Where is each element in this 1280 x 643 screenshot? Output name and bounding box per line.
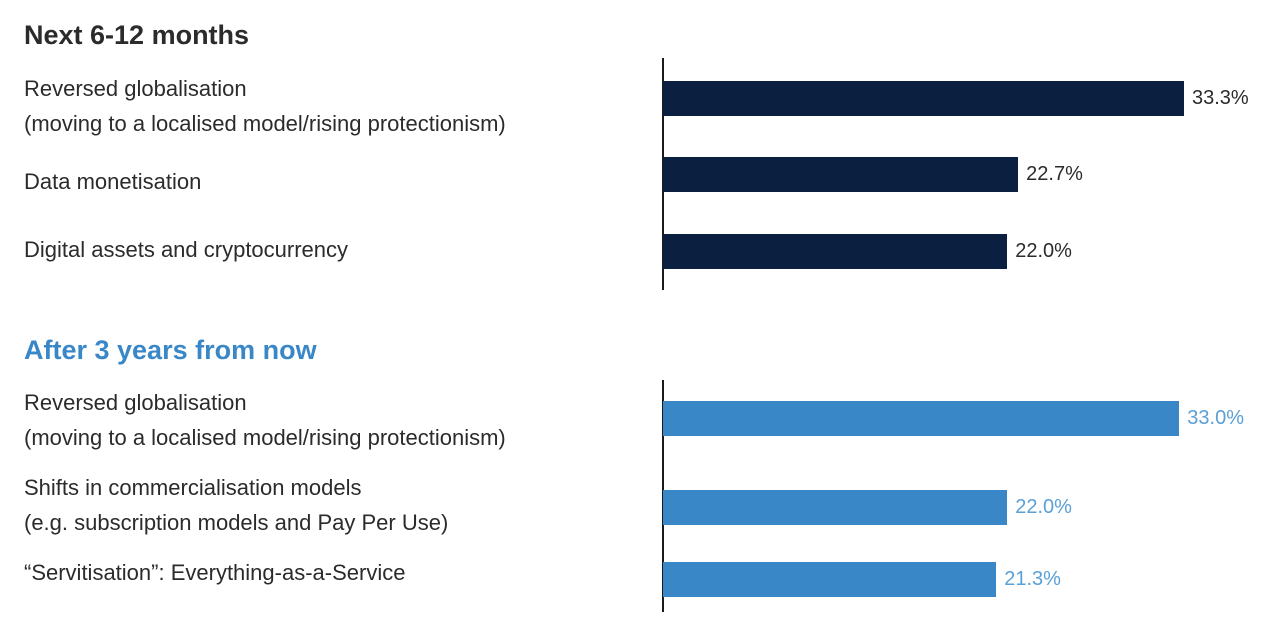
data-label: 33.3% [1192,87,1249,109]
bar [663,234,1008,269]
chart-title-next-6-12-months: Next 6-12 months [24,20,250,50]
category-label: Digital assets and cryptocurrency [24,232,624,267]
category-label: Reversed globalisation (moving to a local… [24,71,624,141]
bar [663,562,997,597]
category-label-line: (e.g. subscription models and Pay Per Us… [24,510,449,535]
category-label-line: “Servitisation”: Everything-as-a-Service [24,560,406,585]
category-label-line: (moving to a localised model/rising prot… [24,111,506,136]
data-label: 33.0% [1187,407,1245,429]
category-label: Data monetisation [24,164,624,199]
category-label: Shifts in commercialisation models (e.g. … [24,470,624,540]
data-label: 22.0% [1015,496,1072,518]
category-label-line: (moving to a localised model/rising prot… [24,425,506,450]
chart-title-after-3-years: After 3 years from now [24,335,317,365]
data-label: 21.3% [1004,568,1061,590]
category-label-line: Digital assets and cryptocurrency [24,237,349,262]
data-label: 22.7% [1026,163,1083,185]
bar [663,401,1180,436]
category-label-line: Data monetisation [24,169,202,194]
bar [663,157,1019,192]
category-label: “Servitisation”: Everything-as-a-Service [24,555,624,590]
bar [663,490,1008,525]
bar [663,81,1184,116]
category-label: Reversed globalisation (moving to a local… [24,385,624,455]
category-label-line: Reversed globalisation [24,76,247,101]
category-label-line: Reversed globalisation [24,390,247,415]
data-label: 22.0% [1015,240,1072,262]
category-label-line: Shifts in commercialisation models [24,475,362,500]
